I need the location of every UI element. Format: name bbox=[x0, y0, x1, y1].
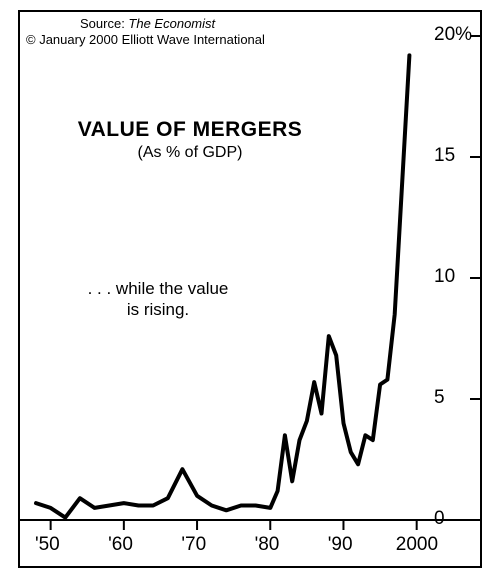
y-axis-ticks bbox=[470, 36, 480, 520]
y-tick-label: 0 bbox=[434, 508, 445, 530]
x-tick-label: '80 bbox=[255, 534, 280, 556]
x-tick-label: '50 bbox=[35, 534, 60, 556]
x-axis-ticks bbox=[51, 520, 417, 530]
x-tick-label: 2000 bbox=[396, 534, 438, 556]
x-tick-label: '60 bbox=[108, 534, 133, 556]
y-tick-label: 10 bbox=[434, 266, 455, 288]
x-tick-label: '90 bbox=[328, 534, 353, 556]
data-line bbox=[36, 55, 409, 517]
y-tick-label: 20% bbox=[434, 24, 472, 46]
y-tick-label: 5 bbox=[434, 387, 445, 409]
y-tick-label: 15 bbox=[434, 145, 455, 167]
chart-svg bbox=[0, 0, 500, 578]
x-tick-label: '70 bbox=[181, 534, 206, 556]
